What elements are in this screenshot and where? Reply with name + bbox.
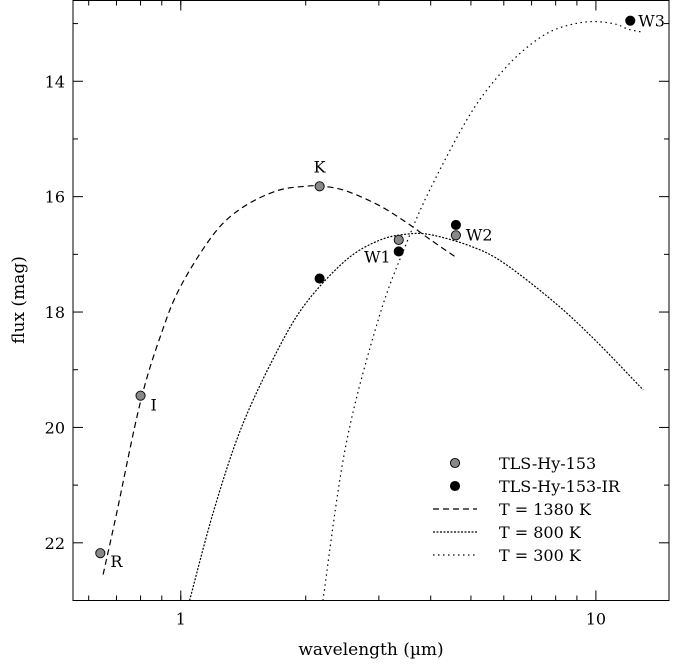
axis-ticks: 14 16 18 20 22 1 10 xyxy=(45,0,669,629)
point-label-r: R xyxy=(110,552,123,571)
legend-label: T = 800 K xyxy=(499,523,582,542)
data-point xyxy=(393,246,404,257)
point-label-w2: W2 xyxy=(466,225,493,244)
y-tick-label: 18 xyxy=(45,303,65,322)
data-point xyxy=(314,273,325,284)
point-label-k: K xyxy=(314,157,327,176)
data-point xyxy=(135,390,146,401)
point-label-w1: W1 xyxy=(364,247,391,266)
data-point xyxy=(450,219,461,230)
data-point xyxy=(393,234,404,245)
legend-label: T = 1380 K xyxy=(499,500,592,519)
model-curve-4 xyxy=(322,20,644,601)
data-points xyxy=(95,15,636,559)
y-tick-label: 22 xyxy=(45,534,65,553)
point-label-i: I xyxy=(151,396,157,415)
legend-label: TLS-Hy-153-IR xyxy=(499,477,621,496)
x-tick-label: 1 xyxy=(176,610,186,629)
y-axis-label: flux (mag) xyxy=(9,256,29,344)
model-curve-2 xyxy=(102,185,457,575)
y-tick-label: 14 xyxy=(45,72,65,91)
point-labels: R I K W2 W1 W3 xyxy=(110,12,665,572)
legend-label: T = 300 K xyxy=(499,546,582,565)
model-curves xyxy=(102,20,644,601)
legend-label: TLS-Hy-153 xyxy=(499,454,596,473)
legend-marker xyxy=(449,457,461,469)
x-tick-label: 10 xyxy=(586,610,606,629)
data-point xyxy=(95,548,106,559)
plot-frame xyxy=(72,0,670,601)
data-point xyxy=(450,230,461,241)
y-tick-label: 16 xyxy=(45,188,65,207)
legend: TLS-Hy-153 TLS-Hy-153-IR T = 1380 K T = 800… xyxy=(433,454,621,565)
legend-marker xyxy=(449,480,461,492)
x-axis-label: wavelength (µm) xyxy=(298,640,443,660)
point-label-w3: W3 xyxy=(638,12,665,31)
y-tick-label: 20 xyxy=(45,418,65,437)
data-point xyxy=(625,15,636,26)
data-point xyxy=(314,181,325,192)
